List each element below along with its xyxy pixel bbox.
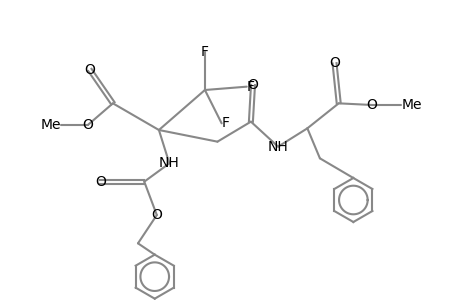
Text: O: O [366,98,377,112]
Text: O: O [328,56,339,70]
Text: O: O [95,175,106,189]
Text: NH: NH [267,140,288,154]
Text: NH: NH [159,156,179,170]
Text: O: O [84,63,95,77]
Text: Me: Me [401,98,421,112]
Text: Me: Me [40,118,61,132]
Text: O: O [247,78,258,92]
Text: F: F [246,80,254,94]
Text: F: F [201,45,208,59]
Text: F: F [221,116,229,130]
Text: O: O [151,208,162,222]
Text: O: O [82,118,93,132]
